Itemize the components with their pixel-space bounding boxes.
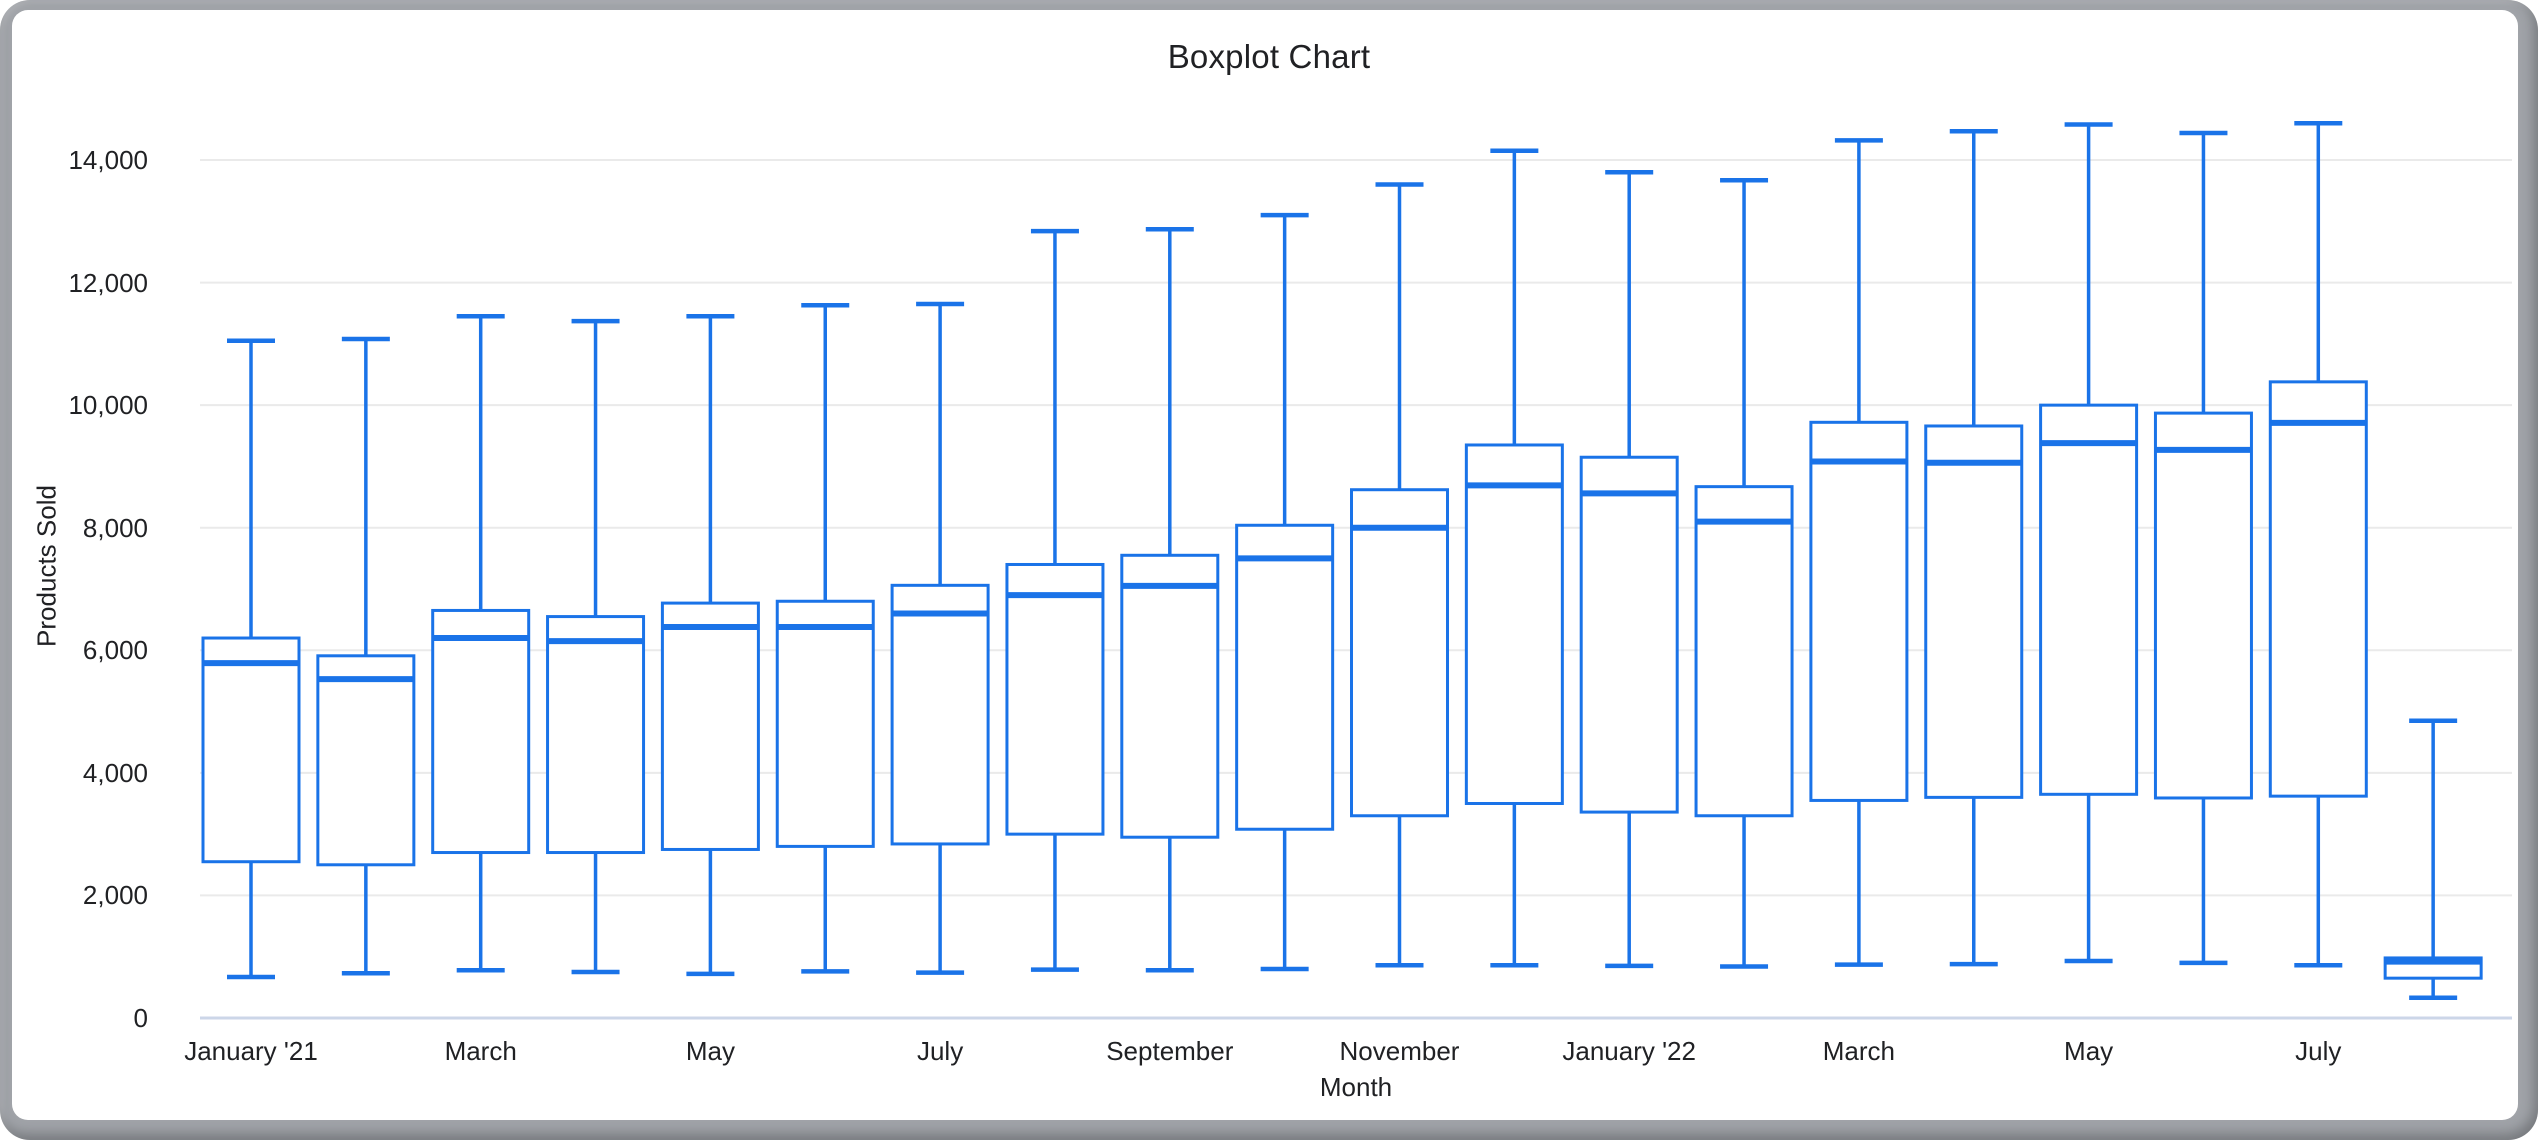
x-tick-label: July xyxy=(2295,1036,2342,1066)
iqr-box xyxy=(1350,488,1449,818)
x-tick-label: January '21 xyxy=(184,1036,318,1066)
boxplot-october-21[interactable] xyxy=(1235,212,1335,972)
iqr-box xyxy=(431,608,531,855)
y-axis-title: Products Sold xyxy=(31,485,62,647)
x-tick-label: May xyxy=(2064,1036,2114,1066)
x-tick-label: July xyxy=(916,1036,964,1066)
boxplot-december-21[interactable] xyxy=(1464,148,1564,968)
y-tick-label: 8,000 xyxy=(82,512,148,543)
boxplot-july-22[interactable] xyxy=(2268,120,2368,968)
boxplot-june-21[interactable] xyxy=(775,302,875,974)
iqr-box xyxy=(1694,485,1794,818)
boxplot-april-21[interactable] xyxy=(546,318,646,975)
iqr-box xyxy=(775,599,875,848)
iqr-box xyxy=(1005,562,1105,836)
x-tick-label: March xyxy=(444,1036,517,1066)
iqr-box xyxy=(2153,411,2253,800)
boxplot-june-22[interactable] xyxy=(2153,130,2253,966)
iqr-box xyxy=(1235,523,1335,831)
x-tick-label: May xyxy=(685,1036,735,1066)
boxplot-september-21[interactable] xyxy=(1120,227,1220,973)
iqr-box xyxy=(2268,380,2368,798)
boxplot-march-22[interactable] xyxy=(1809,138,1909,967)
y-tick-label: 10,000 xyxy=(68,390,148,421)
iqr-box xyxy=(1464,443,1564,805)
chart-title: Boxplot Chart xyxy=(1167,38,1371,75)
y-tick-label: 14,000 xyxy=(68,145,148,175)
boxplot-may-21[interactable] xyxy=(660,314,760,977)
y-tick-label: 4,000 xyxy=(82,757,148,788)
x-tick-label: January '22 xyxy=(1562,1036,1696,1066)
boxplot-january-21[interactable] xyxy=(201,338,301,980)
iqr-box xyxy=(1579,455,1679,814)
iqr-box xyxy=(1809,420,1909,802)
x-axis-title: Month xyxy=(1319,1072,1393,1102)
y-tick-label: 2,000 xyxy=(82,880,148,911)
x-tick-label: November xyxy=(1339,1036,1460,1066)
iqr-box xyxy=(1120,553,1220,839)
x-tick-label: September xyxy=(1106,1036,1234,1066)
boxplot-february-21[interactable] xyxy=(316,336,416,976)
boxplot-january-22[interactable] xyxy=(1579,170,1679,969)
boxplot-november-21[interactable] xyxy=(1350,182,1449,968)
iqr-box xyxy=(890,583,990,846)
boxplot-may-22[interactable] xyxy=(2039,122,2139,964)
boxplot-august-22[interactable] xyxy=(2383,718,2483,1001)
x-tick-label: March xyxy=(1822,1036,1896,1066)
iqr-box xyxy=(1924,424,2024,799)
y-tick-label: 6,000 xyxy=(82,635,148,666)
boxplot-august-21[interactable] xyxy=(1005,228,1105,972)
boxplot-april-22[interactable] xyxy=(1924,128,2024,967)
iqr-box xyxy=(546,615,646,855)
boxplot-july-21[interactable] xyxy=(890,301,990,975)
y-tick-label: 0 xyxy=(133,1003,148,1033)
boxplot-february-22[interactable] xyxy=(1694,177,1794,969)
iqr-box xyxy=(2039,403,2139,796)
iqr-box xyxy=(316,654,416,867)
y-tick-label: 12,000 xyxy=(68,267,148,298)
iqr-box xyxy=(201,636,301,864)
iqr-box xyxy=(660,601,760,851)
boxplot-march-21[interactable] xyxy=(431,314,531,973)
